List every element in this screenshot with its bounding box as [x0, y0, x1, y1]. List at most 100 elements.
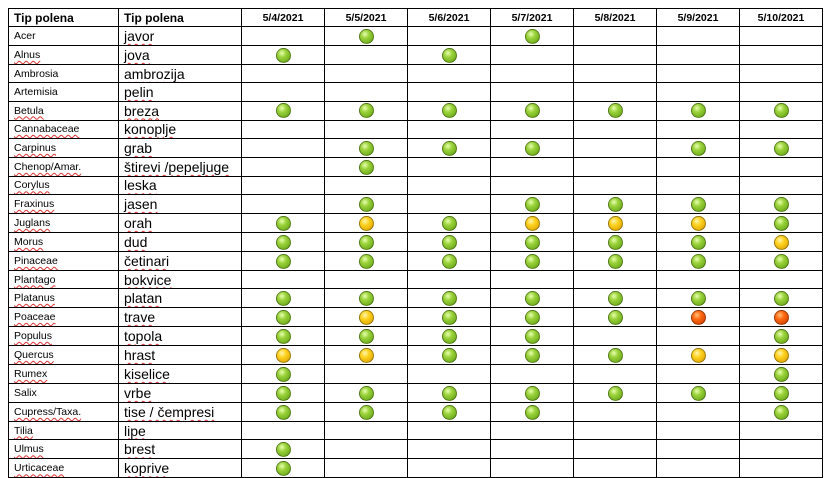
latin-name: Corylus	[14, 179, 50, 192]
level-cell	[324, 288, 408, 309]
level-cell	[656, 64, 740, 84]
latin-name: Salix	[14, 387, 37, 400]
latin-name: Cannabaceae	[14, 123, 80, 136]
level-cell	[573, 402, 657, 423]
latin-name: Platanus	[14, 292, 55, 305]
latin-name-cell: Plantago	[8, 269, 119, 290]
pollen-level-low-icon	[275, 103, 291, 119]
pollen-level-low-icon	[773, 290, 789, 306]
header-local-name: Tip polena	[118, 7, 242, 28]
local-name-cell: pelin	[118, 82, 242, 102]
latin-name: Plantago	[14, 273, 56, 286]
level-cell	[573, 156, 657, 177]
level-cell	[407, 383, 491, 404]
level-cell	[407, 231, 491, 252]
header-date: 5/7/2021	[490, 7, 574, 28]
table-row: Cannabaceae konoplje	[8, 119, 823, 139]
level-cell	[407, 212, 491, 233]
local-name: brest	[124, 441, 156, 458]
level-cell	[739, 326, 823, 347]
pollen-level-low-icon	[690, 103, 706, 119]
level-cell	[490, 364, 574, 385]
level-cell	[490, 383, 574, 404]
latin-name-cell: Juglans	[8, 212, 119, 233]
pollen-level-low-icon	[524, 253, 540, 269]
level-cell	[656, 458, 740, 478]
pollen-level-low-icon	[690, 196, 706, 212]
level-cell	[573, 364, 657, 385]
local-name: koprive	[124, 460, 170, 477]
local-name: ambrozija	[124, 65, 185, 82]
level-cell	[407, 137, 491, 158]
table-row: Quercus hrast	[8, 345, 823, 366]
local-name: topola	[124, 328, 163, 345]
level-cell	[573, 119, 657, 139]
level-cell	[573, 439, 657, 460]
pollen-level-low-icon	[524, 328, 540, 344]
local-name-cell: grab	[118, 137, 242, 158]
level-cell	[241, 383, 325, 404]
table-row: Chenop/Amar. štirevi /pepeljuge	[8, 156, 823, 177]
level-cell	[739, 82, 823, 102]
level-cell	[241, 402, 325, 423]
table-row: Alnus jova	[8, 45, 823, 66]
level-cell	[490, 156, 574, 177]
header-date: 5/5/2021	[324, 7, 408, 28]
latin-name: Acer	[14, 30, 36, 43]
pollen-level-low-icon	[773, 328, 789, 344]
level-cell	[324, 193, 408, 214]
pollen-level-low-icon	[275, 309, 291, 325]
table-row: Populus topola	[8, 326, 823, 347]
level-cell	[739, 119, 823, 139]
local-name-cell: kiselice	[118, 364, 242, 385]
level-cell	[407, 458, 491, 478]
pollen-level-low-icon	[607, 234, 623, 250]
pollen-level-low-icon	[524, 290, 540, 306]
table-row: Salix vrbe	[8, 383, 823, 404]
level-cell	[656, 231, 740, 252]
latin-name: Ulmus	[14, 443, 44, 456]
level-cell	[739, 288, 823, 309]
latin-name-cell: Platanus	[8, 288, 119, 309]
level-cell	[324, 45, 408, 66]
level-cell	[324, 82, 408, 102]
level-cell	[739, 64, 823, 84]
level-cell	[656, 82, 740, 102]
local-name: bokvice	[124, 271, 172, 288]
latin-name-cell: Alnus	[8, 45, 119, 66]
level-cell	[656, 45, 740, 66]
level-cell	[739, 193, 823, 214]
pollen-level-low-icon	[358, 159, 374, 175]
local-name-cell: ambrozija	[118, 64, 242, 84]
level-cell	[656, 193, 740, 214]
table-row: Acer javor	[8, 26, 823, 47]
pollen-level-low-icon	[441, 309, 457, 325]
level-cell	[490, 326, 574, 347]
level-cell	[241, 82, 325, 102]
pollen-level-low-icon	[607, 290, 623, 306]
latin-name-cell: Artemisia	[8, 82, 119, 102]
level-cell	[324, 439, 408, 460]
level-cell	[324, 345, 408, 366]
pollen-level-low-icon	[358, 234, 374, 250]
level-cell	[324, 383, 408, 404]
level-cell	[739, 175, 823, 195]
local-name: platan	[124, 290, 163, 307]
pollen-level-low-icon	[524, 29, 540, 45]
pollen-level-mid-icon	[358, 309, 374, 325]
level-cell	[739, 100, 823, 121]
level-cell	[490, 250, 574, 271]
level-cell	[407, 100, 491, 121]
latin-name: Poaceae	[14, 311, 56, 324]
pollen-level-low-icon	[773, 366, 789, 382]
table-row: Artemisia pelin	[8, 82, 823, 102]
level-cell	[490, 345, 574, 366]
local-name: štirevi /pepeljuge	[124, 158, 230, 175]
latin-name-cell: Ulmus	[8, 439, 119, 460]
pollen-level-low-icon	[275, 328, 291, 344]
table-row: Plantago bokvice	[8, 269, 823, 290]
level-cell	[656, 212, 740, 233]
local-name: jova	[124, 47, 150, 64]
pollen-level-mid-icon	[524, 215, 540, 231]
level-cell	[573, 231, 657, 252]
